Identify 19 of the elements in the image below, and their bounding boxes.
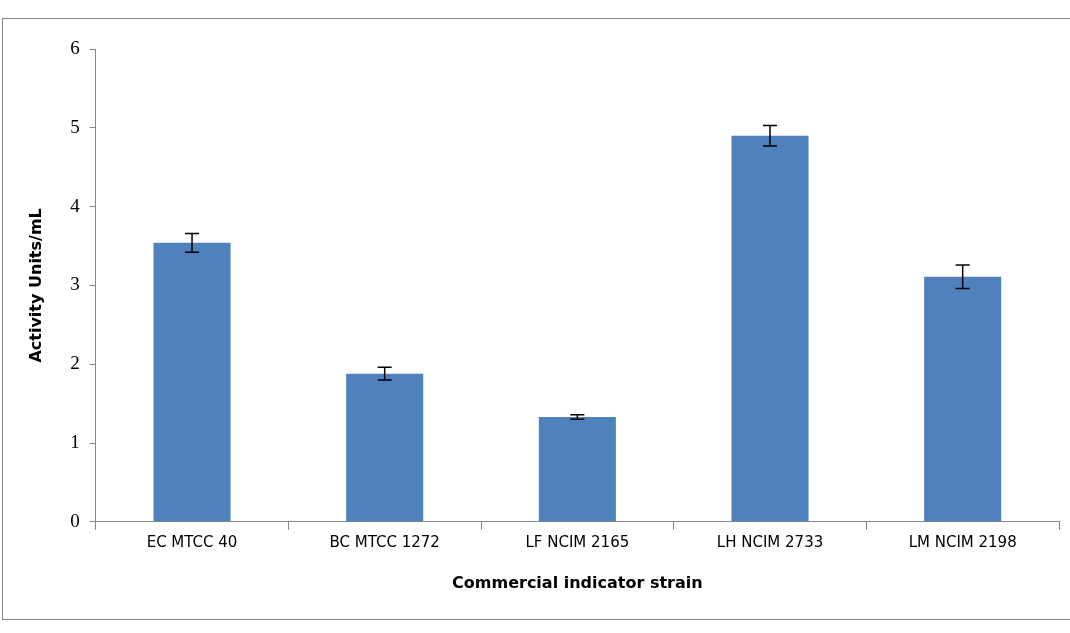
y-tick-label: 2 (70, 352, 80, 374)
y-tick-label: 1 (70, 430, 80, 452)
y-axis-title: Activity Units/mL (25, 208, 45, 363)
bar (153, 242, 231, 522)
x-tick-label: LF NCIM 2165 (525, 532, 630, 551)
bar (731, 135, 809, 522)
y-tick-label: 0 (70, 509, 80, 531)
x-axis-title: Commercial indicator strain (452, 572, 703, 592)
x-tick-label: LH NCIM 2733 (716, 532, 824, 551)
x-tick-label: LM NCIM 2198 (908, 532, 1017, 551)
x-tick-label: EC MTCC 40 (146, 532, 238, 551)
bar (346, 373, 424, 522)
y-tick-label: 4 (70, 194, 81, 216)
y-tick-label: 6 (70, 36, 80, 58)
y-tick-label: 5 (70, 115, 80, 137)
y-tick-label: 3 (70, 273, 80, 295)
x-tick-label: BC MTCC 1272 (329, 532, 440, 551)
bar (924, 276, 1002, 522)
bar (538, 417, 616, 522)
